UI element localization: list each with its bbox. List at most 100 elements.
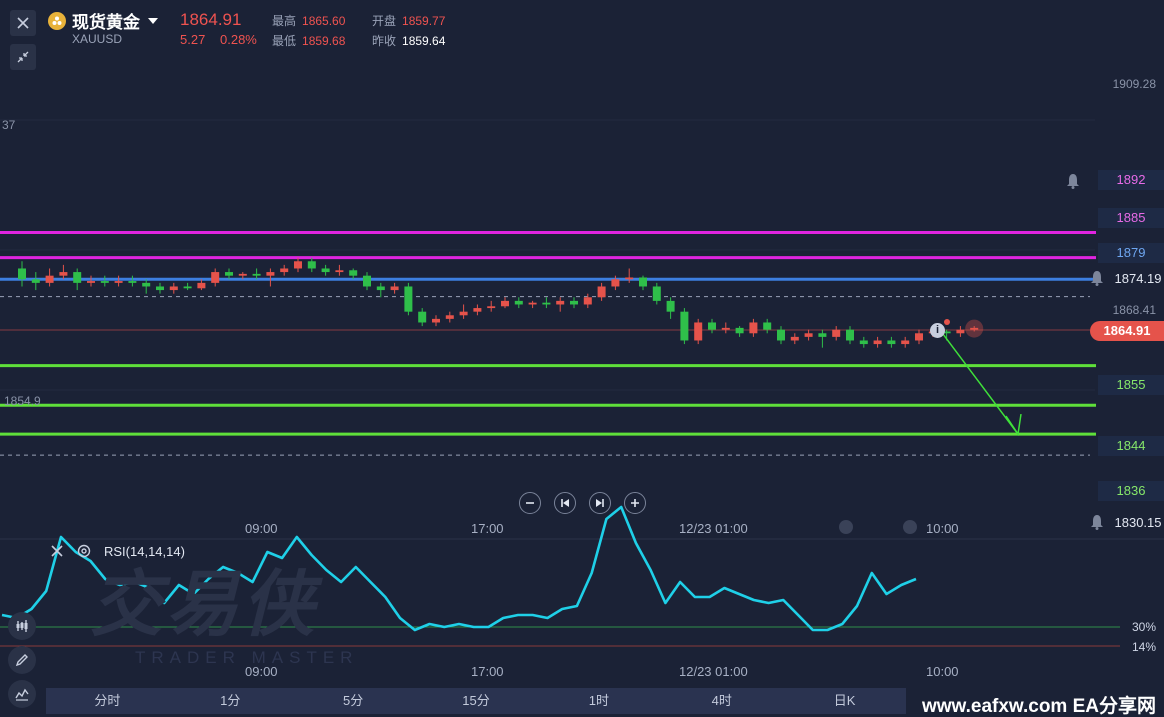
level-label-1836: 1836 <box>1098 481 1164 501</box>
candle <box>349 270 358 276</box>
chart-type-button[interactable] <box>8 680 36 708</box>
candle <box>915 333 923 341</box>
candle <box>735 327 744 334</box>
candle <box>31 279 40 283</box>
quote-header: 现货黄金 XAUUSD 1864.91 5.27 0.28% 最高 1865.60… <box>0 0 1164 70</box>
rsi-x-tick-label: 10:00 <box>926 664 959 679</box>
symbol-code: XAUUSD <box>72 32 123 46</box>
draw-button[interactable] <box>8 646 36 674</box>
candle <box>570 300 578 305</box>
candle <box>542 302 551 305</box>
candle <box>887 340 896 345</box>
timeframe-tab[interactable]: 15分 <box>462 693 490 708</box>
current-price-tag: 1864.91 <box>1090 321 1164 341</box>
candle <box>942 331 951 334</box>
candle <box>749 322 758 334</box>
candle <box>804 333 813 337</box>
zoom-out-button[interactable] <box>519 492 541 514</box>
timeframe-tab[interactable]: 4时 <box>711 693 732 708</box>
stat-open-value: 1859.77 <box>402 14 446 28</box>
candle <box>846 329 854 341</box>
skip-back-icon <box>561 499 569 507</box>
scroll-marker[interactable] <box>839 520 853 534</box>
candle <box>763 322 772 330</box>
zoom-in-button[interactable] <box>624 492 646 514</box>
indicator-button[interactable] <box>8 612 36 640</box>
collapse-button[interactable] <box>10 44 36 70</box>
candle <box>777 329 785 341</box>
edge-label: 1854.9 <box>4 394 41 408</box>
candle <box>280 268 289 273</box>
candle <box>694 322 703 341</box>
jump-start-button[interactable] <box>554 492 576 514</box>
candle <box>114 281 123 283</box>
candle <box>252 273 261 276</box>
stat-high-label: 最高 <box>272 14 297 28</box>
candle <box>873 340 882 345</box>
forecast-arrow <box>939 329 1019 435</box>
bell-icon[interactable] <box>1090 270 1104 286</box>
line-chart-icon <box>15 688 29 701</box>
timeframe-bar: 分时 1分 5分 15分 1时 4时 日K <box>46 688 906 714</box>
candle <box>266 272 275 276</box>
x-tick-label: 10:00 <box>926 521 959 536</box>
stat-prev-close-label: 昨收 <box>372 34 397 48</box>
symbol-selector[interactable]: 现货黄金 <box>48 8 158 33</box>
candle <box>142 282 151 287</box>
watermark-en: TRADER MASTER <box>135 648 359 667</box>
candle <box>169 286 178 291</box>
timeframe-tab[interactable]: 5分 <box>343 693 364 708</box>
candle <box>225 272 233 276</box>
forecast-arrow-head <box>1005 413 1022 437</box>
level-label-1879: 1879 <box>1098 243 1164 263</box>
timeframe-tab[interactable]: 1分 <box>220 693 241 708</box>
candle <box>501 300 509 307</box>
rsi-x-tick-label: 09:00 <box>245 664 278 679</box>
timeframe-tab[interactable]: 日K <box>833 693 856 708</box>
candle <box>45 275 54 283</box>
candles-icon <box>16 620 28 632</box>
candle <box>156 286 164 291</box>
candle <box>818 333 827 337</box>
candle <box>100 281 109 283</box>
bell-icon[interactable] <box>1066 173 1080 189</box>
jump-end-button[interactable] <box>589 492 611 514</box>
stat-high: 最高 1865.60 <box>272 12 345 29</box>
level-label-1892: 1892 <box>1098 170 1164 190</box>
rsi-y-label: 30% <box>1131 620 1156 634</box>
notification-dot <box>944 319 950 325</box>
candle <box>583 297 592 305</box>
candle <box>639 277 647 287</box>
candle <box>390 286 399 291</box>
rsi-header: RSI(14,14,14) <box>50 543 185 559</box>
stat-high-value: 1865.60 <box>302 14 346 28</box>
candle <box>445 315 454 319</box>
stat-open: 开盘 1859.77 <box>372 12 445 29</box>
watermark-cn: 交易侠 <box>90 565 319 645</box>
level-label-1855: 1855 <box>1098 375 1164 395</box>
candle <box>611 279 620 287</box>
close-chart-button[interactable] <box>10 10 36 36</box>
timeframe-tab[interactable]: 分时 <box>94 693 121 708</box>
info-icon[interactable]: i <box>930 323 945 338</box>
close-icon[interactable] <box>50 544 64 558</box>
timeframe-tab[interactable]: 1时 <box>588 693 609 708</box>
candle <box>528 302 537 305</box>
y-axis-label: 1868.41 <box>1112 303 1156 317</box>
stat-prev-close-value: 1859.64 <box>402 34 446 48</box>
bell-icon[interactable] <box>1090 514 1104 530</box>
stat-prev-close: 昨收 1859.64 <box>372 32 445 49</box>
stat-low: 最低 1859.68 <box>272 32 345 49</box>
x-tick-label: 17:00 <box>471 521 504 536</box>
candle <box>901 340 910 345</box>
candle <box>556 300 565 305</box>
candle <box>790 336 799 341</box>
scroll-marker[interactable] <box>903 520 917 534</box>
site-brand: www.eafxw.com EA分享网 <box>921 696 1156 717</box>
candle <box>956 329 965 334</box>
price-change-pct: 0.28% <box>220 32 257 47</box>
candle <box>418 311 427 323</box>
candle <box>652 286 661 301</box>
live-candle-glow <box>965 319 984 338</box>
gear-icon[interactable] <box>76 543 92 559</box>
